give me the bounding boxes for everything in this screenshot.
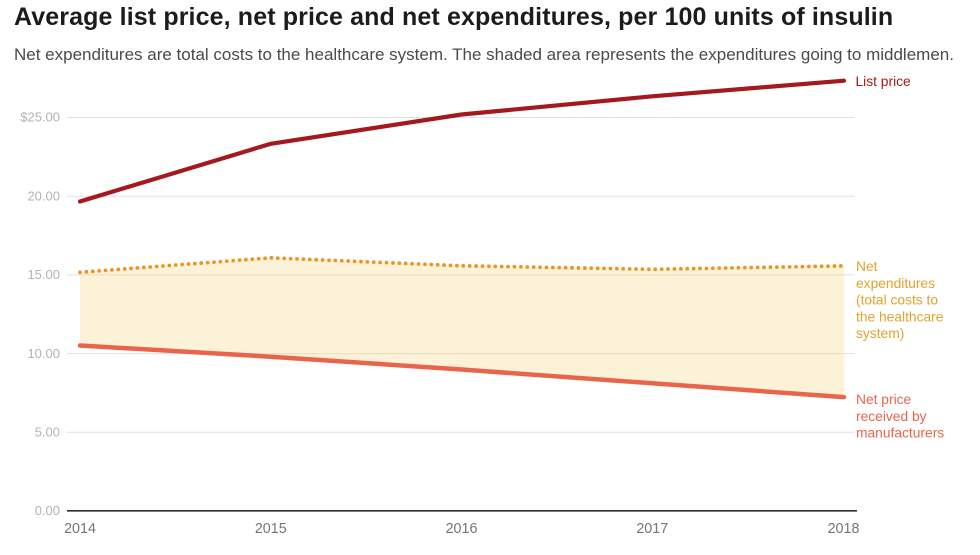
svg-text:$25.00: $25.00 bbox=[20, 110, 60, 125]
svg-text:Net price: Net price bbox=[856, 392, 912, 407]
svg-text:2018: 2018 bbox=[828, 521, 860, 537]
svg-text:2016: 2016 bbox=[446, 521, 478, 537]
svg-text:0.00: 0.00 bbox=[35, 503, 60, 518]
svg-text:2014: 2014 bbox=[64, 521, 96, 537]
svg-text:5.00: 5.00 bbox=[35, 425, 60, 440]
svg-text:20.00: 20.00 bbox=[27, 188, 60, 203]
svg-text:manufacturers: manufacturers bbox=[856, 426, 944, 441]
svg-text:15.00: 15.00 bbox=[27, 267, 60, 282]
svg-text:received by: received by bbox=[856, 409, 927, 424]
svg-text:2015: 2015 bbox=[255, 521, 287, 537]
svg-text:List price: List price bbox=[856, 74, 912, 89]
svg-text:the healthcare: the healthcare bbox=[856, 309, 944, 324]
svg-text:system): system) bbox=[856, 326, 904, 341]
svg-text:expenditures: expenditures bbox=[856, 276, 935, 291]
svg-text:10.00: 10.00 bbox=[27, 346, 60, 361]
svg-text:2017: 2017 bbox=[636, 521, 668, 537]
svg-text:(total costs to: (total costs to bbox=[856, 293, 938, 308]
svg-text:Net: Net bbox=[856, 259, 878, 274]
